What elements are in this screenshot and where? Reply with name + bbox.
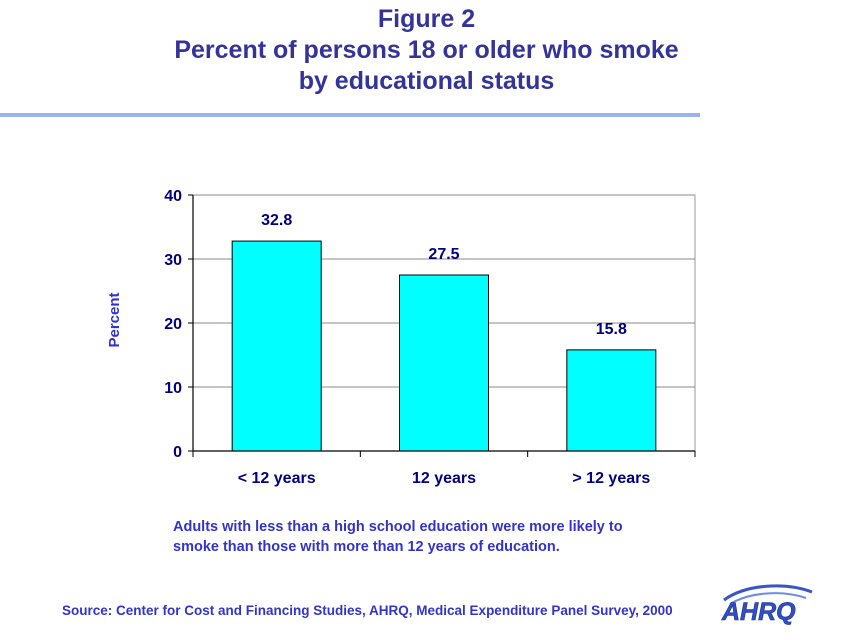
y-tick-label: 0: [173, 444, 182, 461]
note-line-1: Adults with less than a high school educ…: [173, 519, 623, 535]
bar: [231, 240, 322, 452]
ahrq-logo: AHRQ: [721, 584, 813, 626]
title-divider: [0, 113, 700, 117]
bar: [566, 349, 657, 452]
chart-note: Adults with less than a high school educ…: [173, 517, 733, 557]
y-axis-label: Percent: [106, 292, 123, 347]
data-label: 27.5: [428, 246, 459, 263]
axes: 0 10 20 30 40 32.8 < 12 years 27.5 12 years 15.8 >…: [164, 188, 696, 487]
source-citation: Source: Center for Cost and Financing St…: [62, 603, 673, 618]
bar: [399, 274, 489, 452]
x-tick-label: 12 years: [412, 470, 476, 487]
y-tick-label: 20: [164, 316, 182, 333]
chart-title: Percent of persons 18 or older who smoke: [174, 36, 679, 64]
y-tick-label: 30: [164, 252, 182, 269]
x-tick-label: > 12 years: [572, 470, 650, 487]
note-line-2: smoke than those with more than 12 years…: [173, 539, 560, 555]
svg-text:AHRQ: AHRQ: [721, 598, 796, 626]
data-label: 32.8: [261, 212, 292, 229]
x-tick-label: < 12 years: [238, 470, 316, 487]
figure-title: Figure 2 Percent of persons 18 or older …: [0, 4, 853, 97]
y-tick-label: 10: [164, 380, 182, 397]
bars: [231, 240, 657, 452]
y-tick-label: 40: [164, 188, 182, 205]
chart-subtitle: by educational status: [298, 67, 555, 95]
figure-number: Figure 2: [377, 5, 476, 33]
data-label: 15.8: [596, 321, 627, 338]
